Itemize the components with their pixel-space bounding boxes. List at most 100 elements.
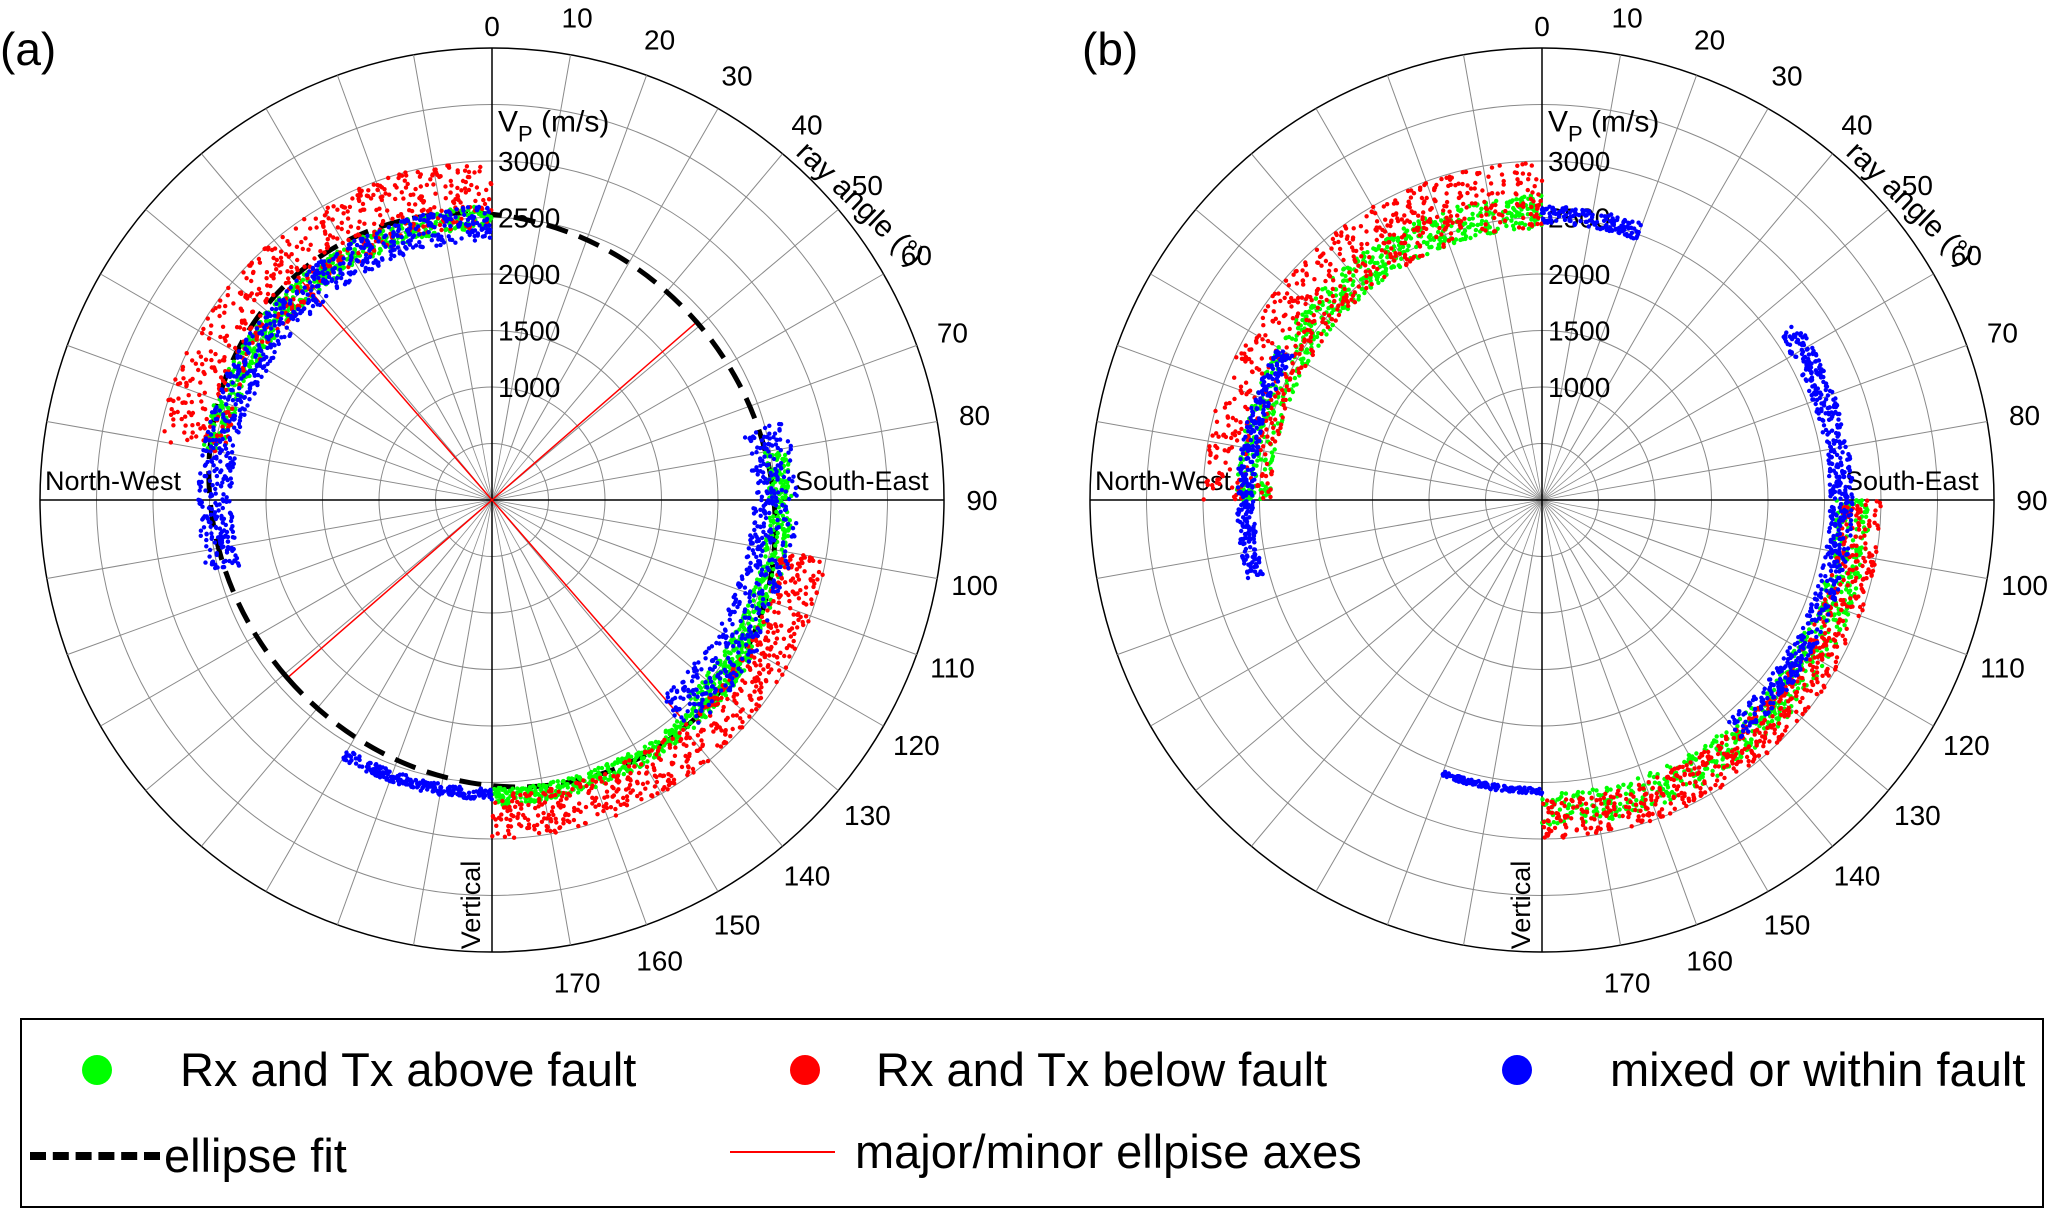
data-point (237, 386, 242, 391)
data-point (360, 249, 366, 254)
data-point (218, 459, 223, 464)
data-point (561, 817, 566, 822)
data-point (627, 782, 633, 788)
data-point (413, 243, 419, 248)
data-point (1287, 397, 1293, 402)
data-point (276, 263, 282, 268)
data-point (202, 442, 207, 447)
data-point (213, 486, 218, 492)
data-point (202, 426, 207, 431)
angle-tick-label: 110 (930, 653, 975, 684)
data-point (408, 777, 413, 782)
data-point (1594, 788, 1599, 793)
data-point (263, 300, 269, 305)
data-point (541, 810, 546, 816)
data-point (480, 226, 486, 231)
data-point (1847, 588, 1853, 593)
data-point (444, 226, 449, 232)
data-point (1375, 260, 1380, 266)
data-point (767, 529, 772, 534)
data-point (207, 470, 212, 475)
data-point (280, 234, 285, 240)
data-point (515, 799, 520, 805)
data-point (1478, 221, 1484, 227)
data-point (603, 781, 608, 786)
center-gridline (491, 499, 536, 537)
data-point (327, 233, 333, 238)
data-point (723, 729, 728, 734)
data-point (774, 526, 779, 531)
data-point (249, 359, 254, 364)
data-point (487, 235, 493, 240)
data-point (548, 794, 553, 799)
data-point (353, 269, 358, 274)
data-point (378, 766, 383, 771)
data-point (758, 463, 763, 468)
data-point (279, 310, 285, 315)
data-point (272, 319, 277, 324)
data-point (652, 773, 658, 778)
data-point (504, 816, 509, 821)
data-point (202, 463, 208, 468)
data-point (727, 688, 733, 693)
data-point (1300, 312, 1305, 317)
data-point (390, 234, 396, 239)
data-point (787, 643, 792, 648)
data-point (625, 798, 630, 803)
data-point (775, 477, 780, 482)
data-point (638, 791, 643, 796)
data-point (820, 572, 825, 577)
angle-tick-label: 150 (1764, 909, 1811, 940)
data-point (506, 828, 511, 833)
data-point (278, 306, 283, 311)
data-point (252, 297, 257, 303)
data-point (203, 488, 208, 493)
data-point (1358, 277, 1364, 282)
data-point (225, 397, 231, 402)
data-point (703, 656, 708, 661)
data-point (184, 383, 189, 389)
data-point (1397, 264, 1403, 270)
data-point (198, 471, 203, 476)
angular-gridline (1594, 344, 1967, 482)
data-point (717, 641, 722, 646)
data-point (371, 182, 376, 187)
data-point (531, 823, 537, 829)
data-point (319, 220, 324, 225)
data-point (769, 500, 774, 505)
data-point (783, 590, 789, 595)
data-point (183, 414, 188, 419)
data-point (733, 678, 739, 684)
data-point (1405, 248, 1410, 253)
data-point (357, 198, 362, 204)
data-point (434, 243, 439, 248)
data-point (1305, 350, 1310, 355)
data-point (604, 789, 610, 794)
data-point (722, 649, 727, 654)
data-point (220, 505, 225, 511)
data-point (786, 565, 791, 571)
angular-gridline (1117, 518, 1490, 656)
angle-tick-label: 70 (1987, 317, 2018, 348)
data-point (208, 424, 213, 429)
data-point (665, 691, 670, 696)
data-point (359, 245, 364, 250)
data-point (533, 791, 538, 797)
data-point (1408, 236, 1414, 241)
data-point (548, 782, 553, 787)
data-point (438, 784, 443, 790)
data-point (736, 650, 741, 655)
data-point (599, 765, 605, 771)
data-point (771, 456, 777, 462)
angular-gridline (501, 555, 571, 946)
data-point (453, 784, 458, 790)
data-point (690, 766, 696, 772)
data-point (383, 244, 388, 249)
center-gridline (438, 499, 493, 520)
data-point (603, 772, 608, 777)
data-point (333, 280, 339, 285)
angle-tick-label: 90 (2016, 485, 2047, 516)
data-point (1519, 195, 1525, 201)
data-point (751, 468, 756, 473)
data-point (353, 233, 358, 238)
